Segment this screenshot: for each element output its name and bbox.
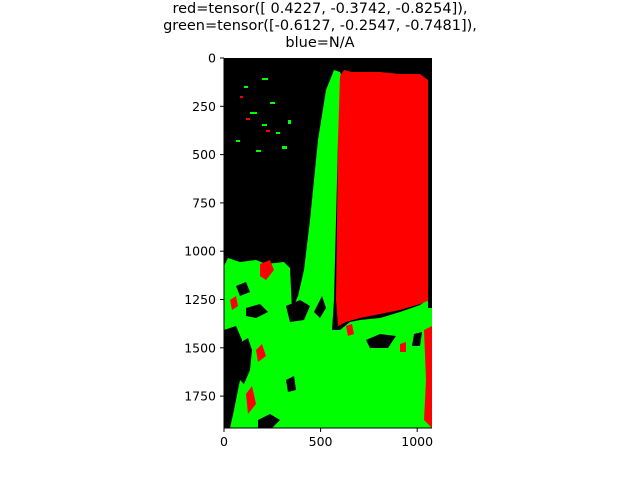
y-tick-label: 500 bbox=[192, 147, 216, 162]
axes-frame bbox=[223, 58, 432, 429]
red-patches bbox=[230, 96, 432, 428]
y-tick-label: 250 bbox=[192, 99, 216, 114]
title-line-1: red=tensor([ 0.4227, -0.3742, -0.8254]), bbox=[172, 1, 468, 17]
segmentation-image bbox=[224, 58, 432, 428]
top-black-region bbox=[336, 58, 432, 70]
x-tick-labels: 0 500 1000 bbox=[220, 434, 433, 449]
y-ticks bbox=[220, 57, 224, 397]
black-patches bbox=[224, 282, 422, 428]
y-tick-label: 1750 bbox=[184, 389, 216, 404]
y-tick-label: 1000 bbox=[184, 244, 216, 259]
y-tick-label: 1250 bbox=[184, 292, 216, 307]
right-edge-band bbox=[428, 58, 432, 308]
title-line-2: green=tensor([-0.6127, -0.2547, -0.7481]… bbox=[163, 18, 477, 34]
x-tick-label: 500 bbox=[309, 434, 333, 449]
title-line-3: blue=N/A bbox=[285, 35, 355, 51]
green-specks bbox=[236, 78, 291, 152]
x-ticks bbox=[223, 428, 418, 432]
y-tick-label: 750 bbox=[192, 195, 216, 210]
y-tick-labels: 0 250 500 750 1000 1250 1500 1750 bbox=[184, 51, 216, 404]
red-facade bbox=[336, 70, 430, 326]
x-tick-label: 0 bbox=[220, 434, 228, 449]
y-tick-label: 1500 bbox=[184, 340, 216, 355]
x-tick-label: 1000 bbox=[401, 434, 433, 449]
y-tick-label: 0 bbox=[208, 51, 216, 66]
